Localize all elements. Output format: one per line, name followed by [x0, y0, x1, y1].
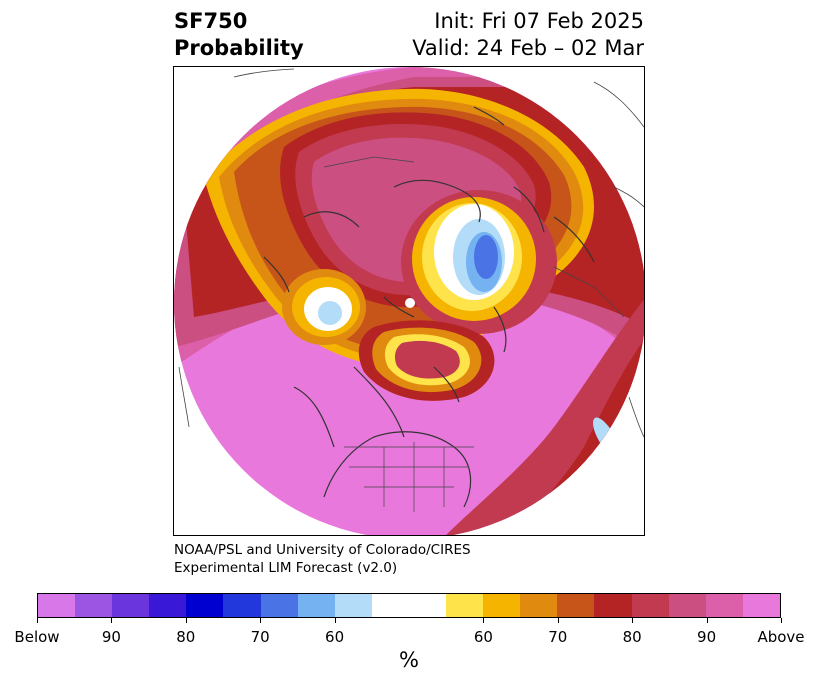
credit-line-2: Experimental LIM Forecast (v2.0)	[174, 560, 398, 576]
colorbar-cell	[297, 594, 335, 617]
colorbar-tick-label: 90	[697, 628, 717, 646]
colorbar-tick-label: 60	[325, 628, 345, 646]
colorbar-tick-label: 70	[548, 628, 568, 646]
init-date: Init: Fri 07 Feb 2025	[434, 9, 644, 33]
colorbar-tick-mark	[781, 618, 782, 623]
title-metric: Probability	[174, 36, 304, 60]
colorbar-cell	[223, 594, 261, 617]
colorbar-tick-mark	[558, 618, 559, 623]
credit: NOAA/PSL and University of Colorado/CIRE…	[174, 541, 471, 577]
field-atlantic-core	[394, 340, 460, 379]
colorbar-tick-mark	[186, 618, 187, 623]
borders	[323, 156, 625, 512]
colorbar-cell	[260, 594, 298, 617]
colorbar-cell	[149, 594, 187, 617]
colorbar-tick-label: 70	[250, 628, 270, 646]
field-pacific-lightblue	[318, 301, 342, 325]
colorbar-tick-mark	[335, 618, 336, 623]
colorbar-tick-label: Above	[757, 628, 805, 646]
colorbar-cell	[668, 594, 706, 617]
polar-map	[174, 67, 644, 535]
colorbar-tick-mark	[483, 618, 484, 623]
colorbar-cell	[186, 594, 224, 617]
colorbar-unit: %	[399, 648, 419, 672]
pole-marker	[405, 298, 415, 308]
forecast-dates: Init: Fri 07 Feb 2025 Valid: 24 Feb – 02…	[412, 8, 644, 62]
colorbar-cell	[334, 594, 372, 617]
field-east-white	[614, 392, 644, 535]
colorbar	[37, 593, 781, 618]
colorbar-cell	[557, 594, 595, 617]
map-title: SF750 Probability	[174, 8, 304, 62]
coastlines	[263, 106, 595, 508]
colorbar-tick-label: 60	[473, 628, 493, 646]
colorbar-cell	[112, 594, 150, 617]
corner-coastlines	[178, 68, 644, 438]
colorbar-cell	[705, 594, 743, 617]
colorbar-tick-mark	[111, 618, 112, 623]
colorbar-tick-mark	[632, 618, 633, 623]
colorbar-cell	[631, 594, 669, 617]
credit-line-1: NOAA/PSL and University of Colorado/CIRE…	[174, 542, 471, 558]
colorbar-tick-label: 90	[101, 628, 121, 646]
colorbar-cell	[520, 594, 558, 617]
colorbar-cell	[446, 594, 484, 617]
colorbar-tick-label: 80	[176, 628, 196, 646]
colorbar-tick-label: Below	[14, 628, 60, 646]
colorbar-tick-mark	[37, 618, 38, 623]
colorbar-tick-mark	[260, 618, 261, 623]
colorbar-cell	[483, 594, 521, 617]
colorbar-tick-mark	[707, 618, 708, 623]
valid-range: Valid: 24 Feb – 02 Mar	[412, 36, 644, 60]
colorbar-cell	[38, 594, 76, 617]
map-panel	[173, 66, 645, 536]
colorbar-cell	[75, 594, 113, 617]
field-eurasia-darkblue	[474, 235, 498, 279]
colorbar-cell	[594, 594, 632, 617]
colorbar-tick-label: 80	[622, 628, 642, 646]
colorbar-cell	[742, 594, 780, 617]
colorbar-cell	[371, 594, 447, 617]
title-variable: SF750	[174, 9, 248, 33]
